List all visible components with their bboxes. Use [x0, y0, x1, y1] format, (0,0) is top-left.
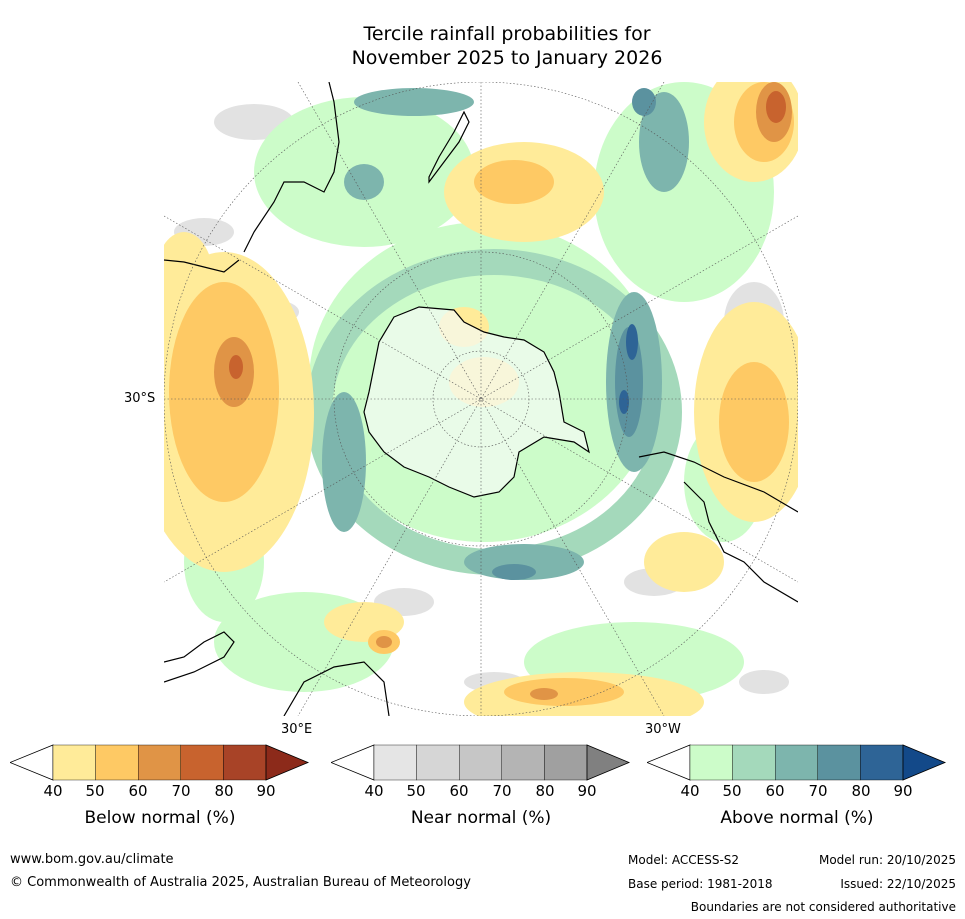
lon-label-left: 30°E [281, 722, 313, 737]
above-segment-2 [732, 744, 776, 781]
polar-map [164, 82, 798, 716]
coastlines [164, 82, 798, 716]
below-segment-2 [95, 744, 139, 781]
colorbar-below [10, 744, 310, 781]
new-zealand-coast [428, 110, 470, 184]
south-america-coast [638, 451, 798, 513]
near-low-extend [331, 744, 375, 781]
lat-label: 30°S [124, 391, 156, 406]
near-segment-3 [458, 744, 502, 781]
tick-above-60: 60 [765, 782, 785, 800]
footer-website: www.bom.gov.au/climate [10, 852, 174, 867]
above-segment-5 [860, 744, 904, 781]
tick-near-60: 60 [449, 782, 469, 800]
australia-south-coast [164, 259, 240, 273]
footer-model-run: Model run: 20/10/2025 [818, 853, 956, 867]
below-segment-1 [52, 744, 96, 781]
australia-coast [243, 82, 340, 253]
tick-near-90: 90 [577, 782, 597, 800]
above-low-extend [647, 744, 691, 781]
south-america-east-coast [683, 481, 798, 603]
title-line-1: Tercile rainfall probabilities for [363, 23, 651, 45]
above-high-extend [902, 744, 947, 781]
footer-copyright: © Commonwealth of Australia 2025, Austra… [10, 875, 471, 890]
above-segment-4 [817, 744, 861, 781]
tick-above-80: 80 [851, 782, 871, 800]
below-low-extend [10, 744, 54, 781]
near-segment-1 [373, 744, 417, 781]
antarctica-coast [363, 306, 590, 498]
near-segment-2 [416, 744, 460, 781]
below-segment-3 [137, 744, 181, 781]
footer-disclaimer: Boundaries are not considered authoritat… [690, 900, 956, 914]
near-segment-5 [544, 744, 588, 781]
near-segment-4 [501, 744, 545, 781]
below-high-extend [265, 744, 310, 781]
graticule [164, 82, 798, 716]
tick-above-70: 70 [808, 782, 828, 800]
tick-above-40: 40 [680, 782, 700, 800]
above-segment-3 [774, 744, 818, 781]
tick-near-80: 80 [535, 782, 555, 800]
tick-below-70: 70 [171, 782, 191, 800]
footer-issued: Issued: 22/10/2025 [840, 877, 956, 891]
tick-below-60: 60 [128, 782, 148, 800]
antarctica-interior [364, 307, 589, 497]
colorbar-near [331, 744, 631, 781]
below-segment-4 [180, 744, 224, 781]
lon-label-right: 30°W [645, 722, 681, 737]
above-segment-1 [689, 744, 733, 781]
tick-near-50: 50 [406, 782, 426, 800]
tick-near-40: 40 [364, 782, 384, 800]
footer-base-period: Base period: 1981-2018 [628, 877, 773, 891]
below-normal-very-strong [229, 91, 786, 379]
tick-above-90: 90 [893, 782, 913, 800]
below-segment-5 [223, 744, 267, 781]
footer-model: Model: ACCESS-S2 [628, 853, 740, 867]
tick-below-40: 40 [43, 782, 63, 800]
tick-below-80: 80 [214, 782, 234, 800]
colorbar-title-near: Near normal (%) [410, 808, 552, 828]
colorbar-above [647, 744, 947, 781]
tick-above-50: 50 [722, 782, 742, 800]
africa-south-coast [283, 661, 390, 716]
above-normal-extreme [619, 324, 638, 414]
near-high-extend [586, 744, 631, 781]
tick-below-90: 90 [256, 782, 276, 800]
colorbar-title-above: Above normal (%) [720, 808, 874, 828]
tick-below-50: 50 [85, 782, 105, 800]
title-line-2: November 2025 to January 2026 [351, 47, 663, 69]
tick-near-70: 70 [492, 782, 512, 800]
colorbar-title-below: Below normal (%) [84, 808, 236, 828]
africa-coast [164, 631, 235, 683]
map-title: Tercile rainfall probabilities for Novem… [165, 22, 849, 70]
